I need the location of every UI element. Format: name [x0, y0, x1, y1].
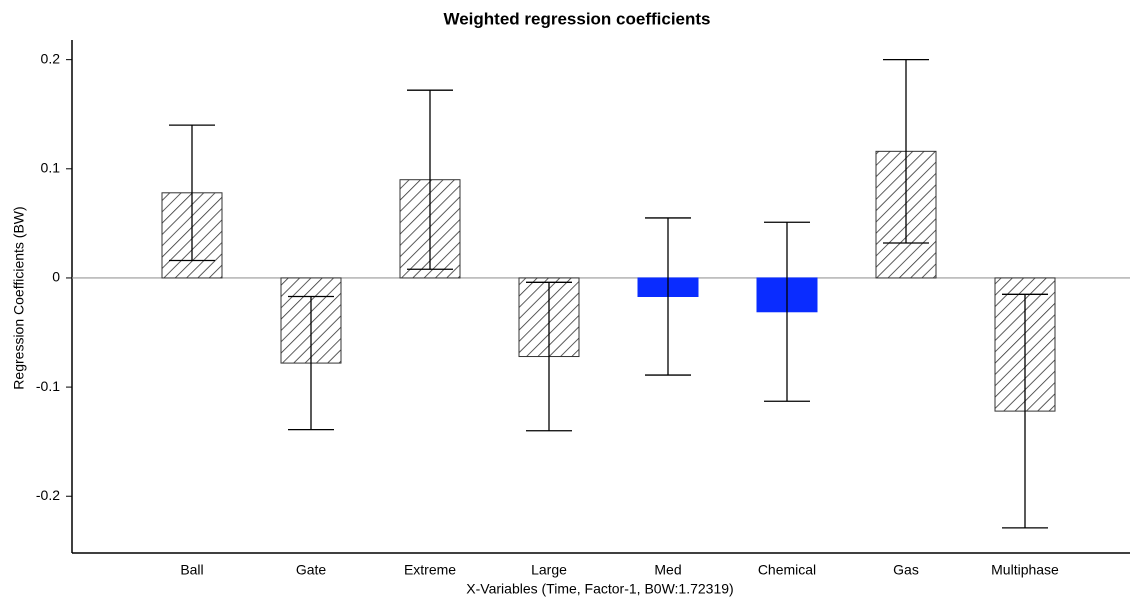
x-tick-label: Large: [531, 562, 567, 578]
x-tick-label: Gas: [893, 562, 919, 578]
x-tick-label: Gate: [296, 562, 327, 578]
y-tick-label: 0.1: [41, 159, 61, 175]
x-tick-label: Multiphase: [991, 562, 1059, 578]
x-tick-label: Med: [654, 562, 681, 578]
y-tick-label: 0.2: [41, 50, 61, 66]
y-tick-label: -0.2: [36, 487, 60, 503]
chart-title: Weighted regression coefficients: [443, 9, 710, 28]
y-tick-label: 0: [52, 269, 60, 285]
y-tick-label: -0.1: [36, 378, 60, 394]
y-axis-label: Regression Coefficients (BW): [11, 206, 27, 389]
x-tick-label: Ball: [180, 562, 203, 578]
x-axis-label: X-Variables (Time, Factor-1, B0W:1.72319…: [466, 581, 733, 597]
x-tick-label: Extreme: [404, 562, 456, 578]
x-tick-label: Chemical: [758, 562, 816, 578]
